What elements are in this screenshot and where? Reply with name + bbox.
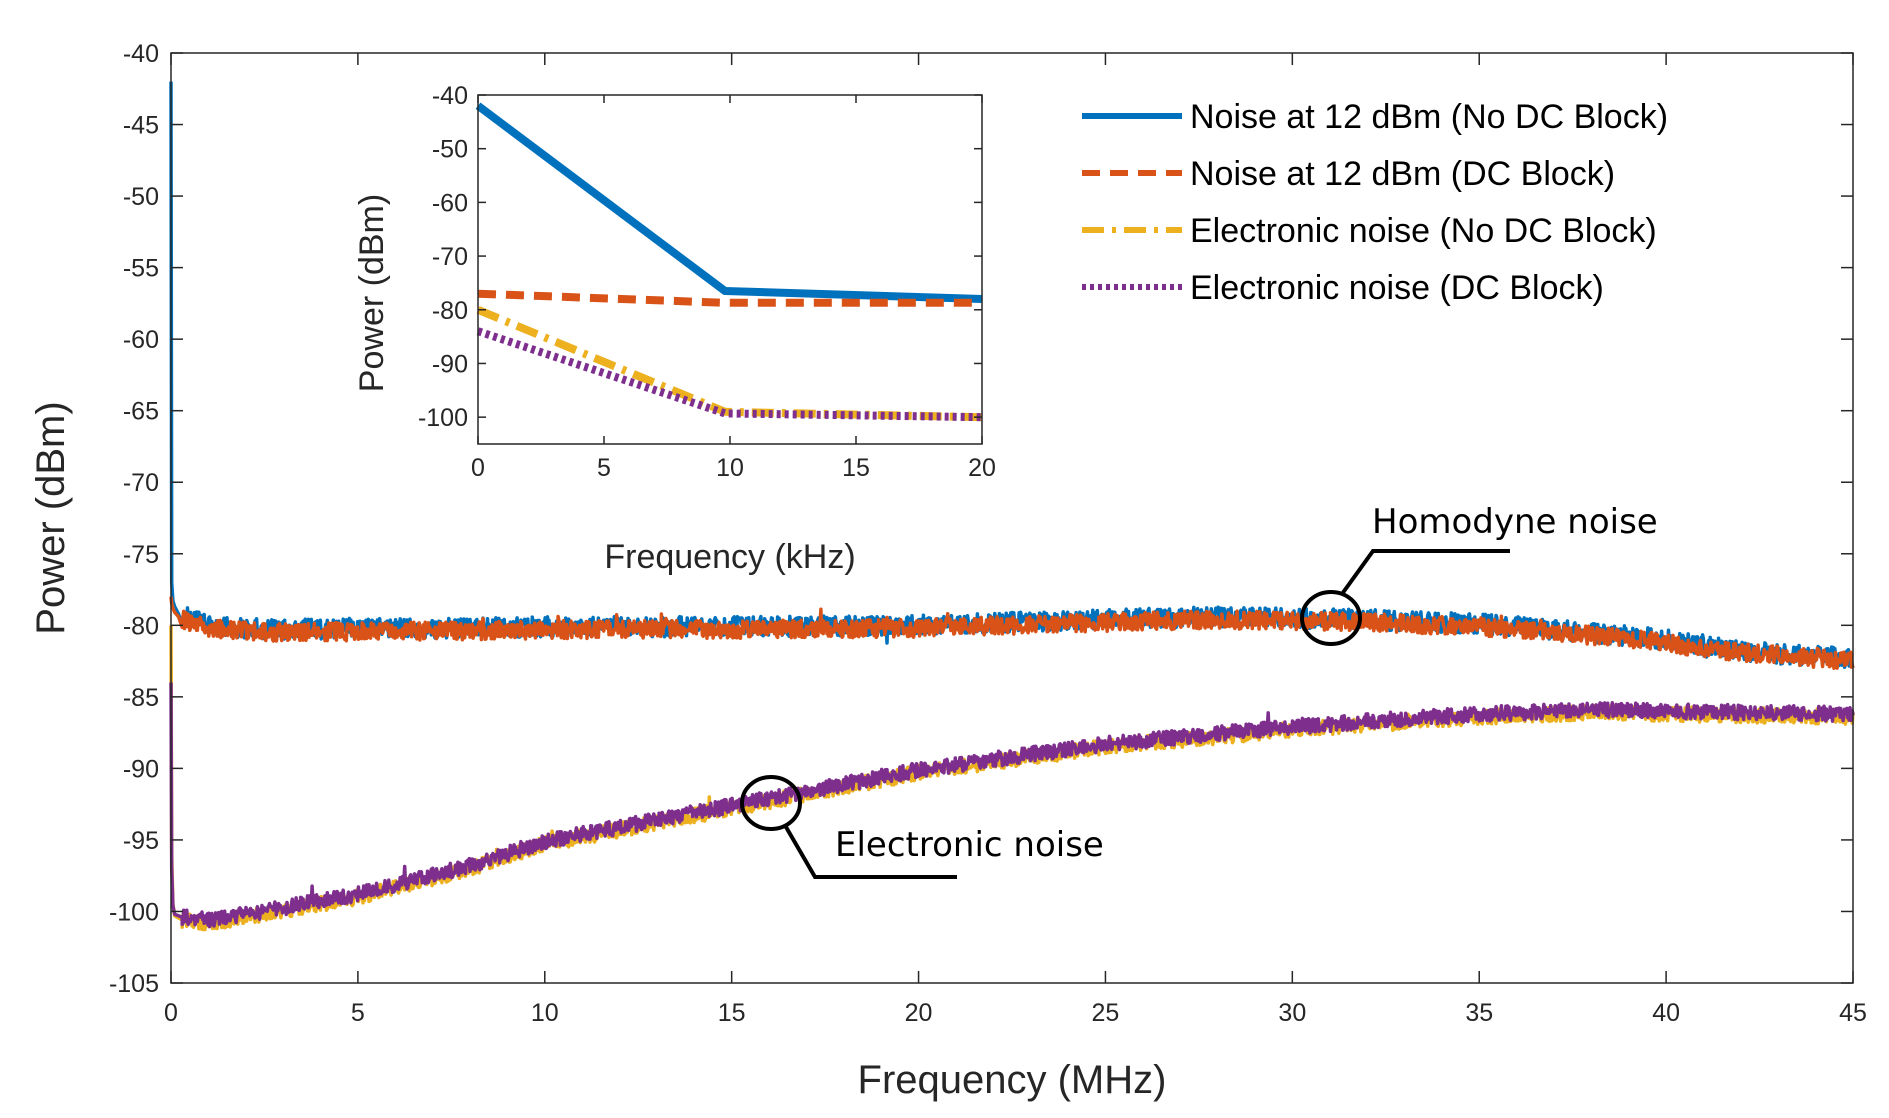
main-y-tick-label: -80 (123, 612, 159, 640)
electronic-noise-pointer (784, 825, 957, 879)
main-y-tick-label: -105 (109, 970, 159, 998)
legend-entry-1: Noise at 12 dBm (No DC Block) (1190, 98, 1668, 136)
main-series-line-2 (169, 596, 1855, 671)
main-y-tick-label: -60 (123, 326, 159, 354)
main-x-tick-label: 5 (351, 999, 365, 1027)
inset-y-tick-label: -40 (432, 82, 468, 110)
legend-entry-4: Electronic noise (DC Block) (1190, 269, 1604, 307)
inset-y-tick-label: -100 (418, 404, 468, 432)
inset-x-tick-label: 15 (842, 454, 870, 482)
main-x-tick-label: 45 (1839, 999, 1867, 1027)
main-y-tick-label: -45 (123, 112, 159, 140)
homodyne-noise-pointer (1340, 549, 1510, 596)
legend-entry-3: Electronic noise (No DC Block) (1190, 212, 1657, 250)
main-x-tick-label: 35 (1465, 999, 1493, 1027)
inset-plot: 0 5 10 15 20 -100 -90 -80 -70 -60 -50 -40 Frequency… (353, 82, 996, 576)
main-x-axis-label: Frequency (MHz) (858, 1058, 1167, 1102)
main-plot-frame (170, 52, 1854, 984)
legend: Noise at 12 dBm (No DC Block) Noise at 12… (1082, 98, 1668, 307)
inset-x-tick-label: 20 (968, 454, 996, 482)
main-y-tick-label: -85 (123, 684, 159, 712)
main-x-tick-label: 0 (164, 999, 178, 1027)
electronic-noise-circle (740, 775, 802, 831)
main-y-tick-label: -75 (123, 541, 159, 569)
main-x-tick-label: 10 (531, 999, 559, 1027)
homodyne-noise-label: Homodyne noise (1372, 502, 1658, 542)
inset-x-tick-label: 10 (716, 454, 744, 482)
inset-y-tick-label: -70 (432, 243, 468, 271)
inset-x-tick-label: 5 (597, 454, 611, 482)
main-x-tick-label: 15 (718, 999, 746, 1027)
inset-series-group (475, 102, 983, 422)
homodyne-noise-circle (1300, 590, 1362, 646)
annotations: Homodyne noise Electronic noise (740, 502, 1658, 879)
inset-x-axis-label: Frequency (kHz) (604, 538, 855, 576)
inset-y-tick-label: -60 (432, 189, 468, 217)
inset-background (478, 95, 982, 444)
main-y-tick-label: -65 (123, 398, 159, 426)
main-y-tick-label: -90 (123, 755, 159, 783)
main-y-tick-label: -100 (109, 898, 159, 926)
main-y-tick-label: -95 (123, 827, 159, 855)
main-series-line-4 (169, 682, 1855, 929)
main-y-tick-label: -50 (123, 183, 159, 211)
inset-y-tick-label: -80 (432, 297, 468, 325)
main-y-tick-label: -40 (123, 40, 159, 68)
main-y-tick-label: -70 (123, 469, 159, 497)
main-ticks-group: 0 5 10 15 20 25 30 35 40 45 -105 -100 -95 -90 -85 -80 -7… (109, 40, 1867, 1027)
main-x-tick-label: 30 (1278, 999, 1306, 1027)
inset-y-axis-label: Power (dBm) (353, 194, 391, 392)
inset-y-tick-label: -50 (432, 136, 468, 164)
inset-x-tick-label: 0 (471, 454, 485, 482)
main-plot: 0 5 10 15 20 25 30 35 40 45 -105 -100 -95 -90 -85 -80 -7… (29, 40, 1867, 1102)
main-x-tick-label: 25 (1092, 999, 1120, 1027)
electronic-noise-label: Electronic noise (835, 825, 1104, 865)
legend-entry-2: Noise at 12 dBm (DC Block) (1190, 155, 1615, 193)
inset-y-tick-label: -90 (432, 350, 468, 378)
inset-series-line-1 (475, 102, 983, 303)
inset-ticks-group: 0 5 10 15 20 -100 -90 -80 -70 -60 -50 -40 (418, 82, 996, 482)
main-y-axis-label: Power (dBm) (29, 401, 73, 634)
main-x-tick-label: 20 (905, 999, 933, 1027)
main-y-tick-label: -55 (123, 255, 159, 283)
main-x-tick-label: 40 (1652, 999, 1680, 1027)
main-series-group (169, 81, 1855, 932)
